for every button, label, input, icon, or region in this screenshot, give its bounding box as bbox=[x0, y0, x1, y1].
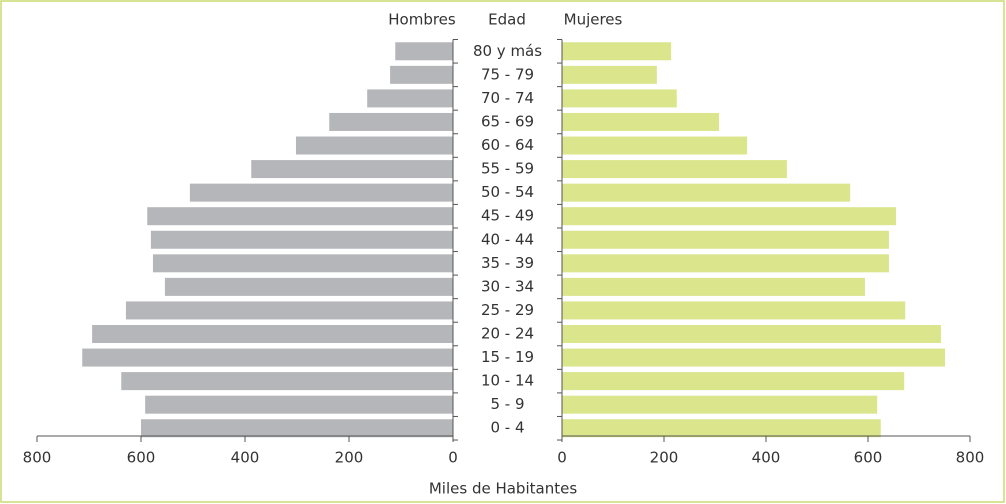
bar bbox=[121, 372, 454, 391]
bar bbox=[562, 42, 672, 61]
bar bbox=[562, 395, 878, 414]
bar bbox=[562, 372, 905, 391]
bar bbox=[390, 65, 453, 84]
left-series-title: Hombres bbox=[388, 11, 456, 29]
bar bbox=[562, 419, 881, 438]
bar bbox=[395, 42, 453, 61]
bar bbox=[562, 89, 677, 108]
category-label: 25 - 29 bbox=[481, 301, 534, 319]
x-tick-label: 800 bbox=[23, 449, 52, 467]
bar bbox=[562, 183, 851, 202]
x-axis-title: Miles de Habitantes bbox=[429, 480, 577, 498]
right-series-title: Mujeres bbox=[564, 11, 623, 29]
category-label: 60 - 64 bbox=[481, 136, 534, 154]
x-tick-label: 0 bbox=[448, 449, 458, 467]
bar bbox=[367, 89, 453, 108]
x-tick-label: 200 bbox=[335, 449, 364, 467]
category-title: Edad bbox=[488, 11, 526, 29]
bar bbox=[562, 112, 720, 131]
category-label: 0 - 4 bbox=[490, 419, 524, 437]
bar bbox=[147, 207, 454, 226]
bar bbox=[295, 136, 453, 155]
bar bbox=[150, 230, 453, 249]
x-tick-label: 600 bbox=[854, 449, 883, 467]
bar bbox=[189, 183, 453, 202]
category-label: 10 - 14 bbox=[481, 372, 534, 390]
category-label: 5 - 9 bbox=[490, 395, 524, 413]
bar bbox=[562, 325, 941, 343]
x-tick-label: 400 bbox=[752, 449, 781, 467]
category-label: 15 - 19 bbox=[481, 348, 534, 366]
category-label: 40 - 44 bbox=[481, 230, 534, 248]
category-label: 50 - 54 bbox=[481, 183, 534, 201]
bar bbox=[152, 254, 453, 273]
x-tick-label: 600 bbox=[127, 449, 156, 467]
bar bbox=[125, 301, 454, 320]
bar bbox=[562, 230, 889, 249]
bar bbox=[562, 277, 865, 296]
bar bbox=[562, 301, 906, 320]
bar bbox=[164, 277, 454, 296]
x-tick-label: 400 bbox=[231, 449, 260, 467]
category-label: 20 - 24 bbox=[481, 325, 534, 343]
category-label: 35 - 39 bbox=[481, 254, 534, 272]
category-label: 80 y más bbox=[473, 42, 542, 60]
bar bbox=[562, 254, 889, 273]
category-label: 55 - 59 bbox=[481, 160, 534, 178]
category-label: 70 - 74 bbox=[481, 89, 534, 107]
category-label: 75 - 79 bbox=[481, 65, 534, 83]
category-label: 30 - 34 bbox=[481, 277, 534, 295]
bar bbox=[141, 419, 453, 438]
bar bbox=[562, 348, 946, 367]
x-tick-label: 200 bbox=[650, 449, 679, 467]
bar bbox=[251, 160, 453, 179]
category-label: 45 - 49 bbox=[481, 207, 534, 225]
bar bbox=[92, 325, 454, 343]
bar bbox=[562, 136, 748, 155]
bar bbox=[562, 207, 897, 226]
bar bbox=[82, 348, 454, 367]
bar bbox=[562, 65, 657, 84]
bar bbox=[329, 112, 453, 131]
x-tick-label: 800 bbox=[956, 449, 985, 467]
bar bbox=[145, 395, 453, 414]
bar bbox=[562, 160, 787, 179]
category-label: 65 - 69 bbox=[481, 112, 534, 130]
x-tick-label: 0 bbox=[557, 449, 567, 467]
